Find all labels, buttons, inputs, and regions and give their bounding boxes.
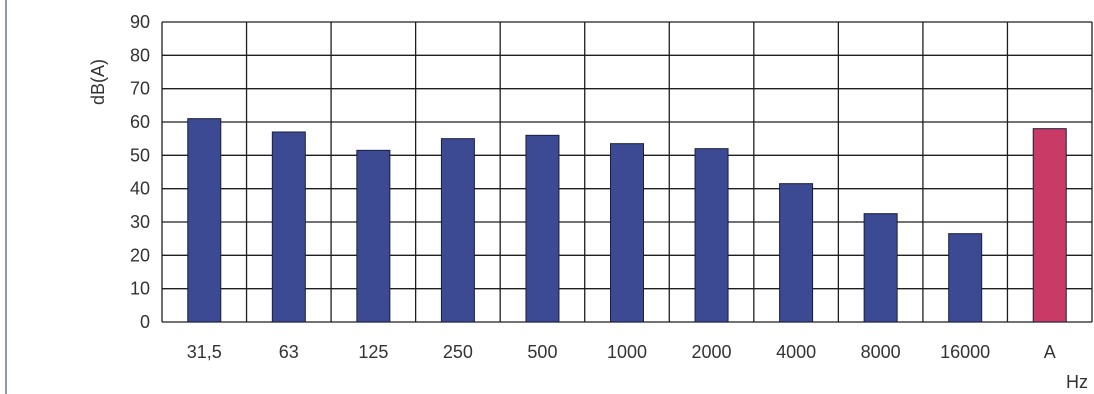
- x-tick-label-2000: 2000: [692, 342, 732, 362]
- y-axis-title: dB(A): [88, 59, 108, 105]
- bar-1000: [610, 143, 644, 323]
- bar-8000: [863, 213, 898, 323]
- y-tick-label-80: 80: [130, 45, 150, 65]
- y-tick-label-50: 50: [130, 145, 150, 165]
- y-tick-label-10: 10: [130, 279, 150, 299]
- bar-63: [271, 131, 306, 323]
- bar-2000: [694, 148, 729, 323]
- x-tick-label-A: A: [1044, 342, 1056, 362]
- y-tick-label-60: 60: [130, 112, 150, 132]
- y-tick-label-0: 0: [140, 312, 150, 332]
- x-tick-label-31,5: 31,5: [187, 342, 222, 362]
- x-tick-label-63: 63: [279, 342, 299, 362]
- y-tick-label-90: 90: [130, 12, 150, 32]
- bar-4000: [779, 183, 814, 323]
- x-tick-label-1000: 1000: [607, 342, 647, 362]
- y-tick-label-40: 40: [130, 179, 150, 199]
- x-tick-label-16000: 16000: [940, 342, 990, 362]
- bar-125: [356, 149, 391, 323]
- bar-500: [525, 134, 560, 323]
- x-tick-label-125: 125: [358, 342, 388, 362]
- bar-A: [1032, 128, 1067, 323]
- bar-16000: [948, 233, 983, 323]
- left-border-line: [5, 0, 7, 394]
- x-tick-label-250: 250: [443, 342, 473, 362]
- x-tick-label-4000: 4000: [776, 342, 816, 362]
- x-tick-label-8000: 8000: [861, 342, 901, 362]
- y-tick-label-30: 30: [130, 212, 150, 232]
- bar-31,5: [187, 118, 222, 323]
- y-tick-label-70: 70: [130, 79, 150, 99]
- y-tick-label-20: 20: [130, 245, 150, 265]
- x-tick-label-500: 500: [527, 342, 557, 362]
- x-axis-title: Hz: [1066, 372, 1088, 392]
- bar-250: [440, 138, 475, 323]
